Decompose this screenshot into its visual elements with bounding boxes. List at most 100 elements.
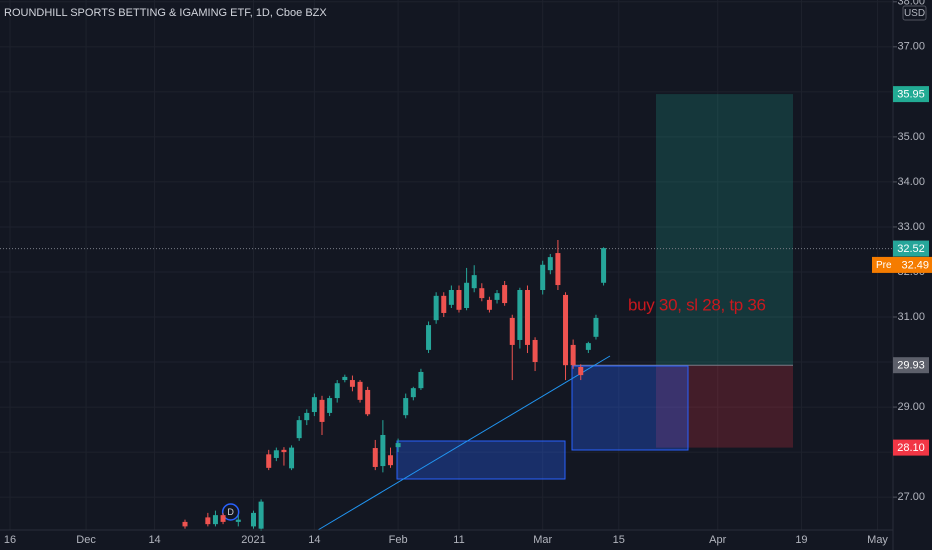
annotation: buy 30, sl 28, tp 36 xyxy=(628,295,766,314)
candle-body xyxy=(517,289,523,340)
y-tick-label: 35.00 xyxy=(897,131,925,143)
candle-body xyxy=(304,412,310,421)
candle-body xyxy=(426,325,432,350)
x-tick-label: 11 xyxy=(453,534,464,546)
x-tick-label: Dec xyxy=(76,534,96,546)
x-tick-label: Feb xyxy=(389,534,408,546)
candle-body xyxy=(471,275,477,289)
candle-body xyxy=(464,282,470,309)
candle-body xyxy=(289,447,295,469)
candle-body xyxy=(334,383,340,399)
y-tick-label: 29.00 xyxy=(897,401,925,413)
pre-market-tag: Pre xyxy=(876,260,892,271)
candle-body xyxy=(251,512,257,527)
candle-body xyxy=(532,339,538,363)
currency: USD xyxy=(904,8,925,19)
x-tick-label: May xyxy=(867,534,888,546)
candle-body xyxy=(205,517,211,525)
candle-body xyxy=(540,264,546,290)
candle-body xyxy=(342,376,348,381)
candle-body xyxy=(585,343,591,350)
x-tick-label: 14 xyxy=(308,534,320,546)
candle-body xyxy=(349,380,355,387)
x-tick-label: 14 xyxy=(148,534,160,546)
stop-zone xyxy=(656,365,793,448)
candle-body xyxy=(593,317,599,337)
y-tick-label: 37.00 xyxy=(897,41,925,53)
target-zone xyxy=(656,94,793,366)
target-price-box xyxy=(893,86,929,103)
entry-price-label: 29.93 xyxy=(897,360,925,372)
currency-box xyxy=(902,5,927,21)
target-price-label: 35.95 xyxy=(897,89,925,101)
candle-body xyxy=(456,289,462,310)
candle-body xyxy=(311,397,317,413)
candle-body xyxy=(380,434,386,467)
candle-body xyxy=(182,521,188,527)
candle-body xyxy=(357,381,363,400)
candle-body xyxy=(372,448,378,467)
pre-market-label: 32.49 xyxy=(901,259,929,271)
x-tick-label: 19 xyxy=(795,534,807,546)
candle-body xyxy=(502,285,508,304)
x-tick-label: 16 xyxy=(4,534,16,546)
candle-body xyxy=(448,289,454,305)
candle-body xyxy=(327,398,333,413)
candle-body xyxy=(410,388,416,398)
demand-zone xyxy=(396,440,566,480)
candle-body xyxy=(563,294,569,366)
dividend-marker xyxy=(221,503,240,521)
candle-body xyxy=(433,295,439,321)
candle-body xyxy=(212,515,218,525)
candle-body xyxy=(509,317,515,345)
candle-body xyxy=(570,344,576,366)
candle-body xyxy=(387,455,393,466)
y-tick-label: 31.00 xyxy=(897,311,925,323)
candle-body xyxy=(524,289,530,345)
stop-price-box xyxy=(893,439,929,456)
x-tick-label: Apr xyxy=(709,534,726,546)
axes: 27.0028.0029.0030.0031.0032.0033.0034.00… xyxy=(4,0,932,546)
candle-body xyxy=(479,288,485,299)
last-price-box xyxy=(893,240,929,257)
candle-body xyxy=(266,454,272,468)
candle-body xyxy=(365,389,371,415)
candle-body xyxy=(395,443,401,448)
entry-price-box xyxy=(893,357,929,374)
x-tick-label: 15 xyxy=(613,534,625,546)
y-tick-label: 33.00 xyxy=(897,221,925,233)
candle-body xyxy=(235,519,241,522)
candle-body xyxy=(547,257,553,271)
candle-body xyxy=(403,398,409,416)
candle-body xyxy=(281,449,287,453)
candle-body xyxy=(273,450,279,458)
candle-body xyxy=(601,248,607,283)
candle-body xyxy=(578,366,584,376)
y-tick-label: 38.00 xyxy=(897,0,925,8)
last-price-label: 32.52 xyxy=(897,243,925,255)
candle-body xyxy=(441,295,447,313)
candle-body xyxy=(258,501,264,529)
candle-body xyxy=(296,420,302,439)
x-tick-label: Mar xyxy=(533,534,552,546)
candle-body xyxy=(319,399,325,422)
candles xyxy=(182,240,607,531)
pre-market-box xyxy=(872,256,932,273)
candle-body xyxy=(555,253,561,286)
candle-body xyxy=(418,371,424,389)
candle-body xyxy=(494,293,500,300)
stop-price-label: 28.10 xyxy=(897,442,925,454)
chart-title: ROUNDHILL SPORTS BETTING & IGAMING ETF, … xyxy=(4,7,327,19)
dividend-label: D xyxy=(227,507,234,517)
x-tick-label: 2021 xyxy=(241,534,265,546)
candle-body xyxy=(220,515,226,522)
grid xyxy=(0,0,893,530)
y-tick-label: 34.00 xyxy=(897,176,925,188)
demand-zone xyxy=(571,365,689,451)
candle-body xyxy=(486,299,492,310)
trend-line xyxy=(317,355,611,531)
y-tick-label: 27.00 xyxy=(897,491,925,503)
